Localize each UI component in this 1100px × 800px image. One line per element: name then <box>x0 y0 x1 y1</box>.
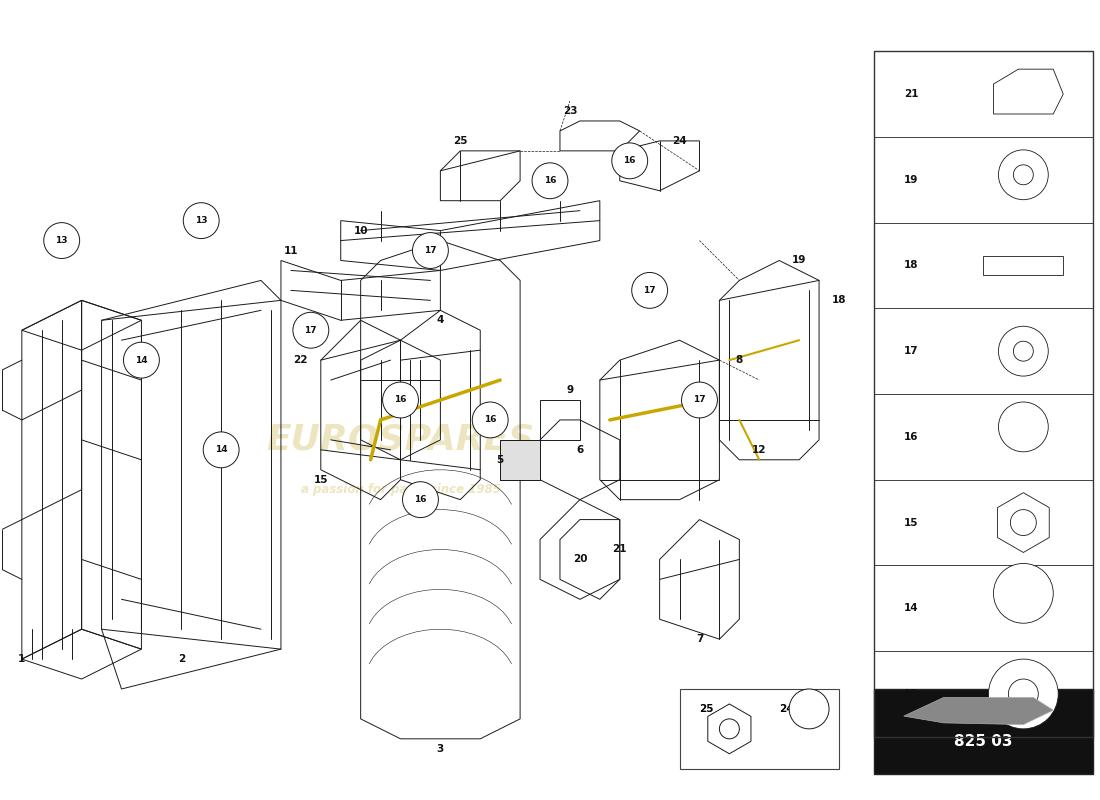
Text: 5: 5 <box>496 454 504 465</box>
Bar <box>873 51 1093 737</box>
Circle shape <box>999 150 1048 200</box>
Circle shape <box>184 202 219 238</box>
Bar <box>873 308 1093 394</box>
Text: 18: 18 <box>904 261 918 270</box>
Circle shape <box>1013 165 1033 185</box>
Text: EUROSPARES: EUROSPARES <box>266 423 535 457</box>
Text: 7: 7 <box>696 634 703 644</box>
Text: 16: 16 <box>394 395 407 405</box>
Text: 6: 6 <box>576 445 583 455</box>
Text: 16: 16 <box>543 176 557 186</box>
Bar <box>873 480 1093 566</box>
Circle shape <box>789 689 829 729</box>
Text: 4: 4 <box>437 315 444 326</box>
Bar <box>873 566 1093 651</box>
Text: 24: 24 <box>779 704 794 714</box>
Bar <box>873 222 1093 308</box>
Text: 14: 14 <box>214 446 228 454</box>
Circle shape <box>612 143 648 178</box>
Text: 9: 9 <box>566 385 573 395</box>
Circle shape <box>383 382 418 418</box>
Text: 1: 1 <box>19 654 25 664</box>
Circle shape <box>123 342 160 378</box>
Circle shape <box>993 563 1053 623</box>
Text: 17: 17 <box>693 395 706 405</box>
Text: 18: 18 <box>832 295 846 306</box>
Text: 12: 12 <box>752 445 767 455</box>
Text: 25: 25 <box>700 704 714 714</box>
Circle shape <box>472 402 508 438</box>
Text: 20: 20 <box>573 554 587 565</box>
Text: 16: 16 <box>484 415 496 425</box>
Text: 17: 17 <box>644 286 656 295</box>
Text: 15: 15 <box>314 474 328 485</box>
Circle shape <box>403 482 439 518</box>
Text: 25: 25 <box>453 136 468 146</box>
Text: 3: 3 <box>437 744 444 754</box>
Bar <box>873 137 1093 222</box>
Bar <box>873 651 1093 737</box>
Bar <box>873 51 1093 137</box>
Text: 14: 14 <box>135 356 147 365</box>
Text: 10: 10 <box>353 226 367 235</box>
Text: 19: 19 <box>792 255 806 266</box>
Text: 21: 21 <box>613 545 627 554</box>
Text: 17: 17 <box>904 346 918 356</box>
Text: 16: 16 <box>415 495 427 504</box>
Circle shape <box>412 233 449 269</box>
Circle shape <box>999 326 1048 376</box>
Text: 11: 11 <box>284 246 298 255</box>
Circle shape <box>1013 342 1033 361</box>
Text: 14: 14 <box>904 603 918 614</box>
Circle shape <box>532 163 568 198</box>
Text: 22: 22 <box>294 355 308 365</box>
Text: 17: 17 <box>425 246 437 255</box>
Text: 13: 13 <box>904 689 918 699</box>
Circle shape <box>682 382 717 418</box>
Text: 15: 15 <box>904 518 918 527</box>
Bar <box>680 689 839 769</box>
Circle shape <box>631 273 668 308</box>
Text: 23: 23 <box>563 106 578 116</box>
Bar <box>873 689 1093 774</box>
Circle shape <box>989 659 1058 729</box>
Polygon shape <box>500 440 540 480</box>
Text: 8: 8 <box>736 355 743 365</box>
Text: 16: 16 <box>624 156 636 166</box>
Bar <box>873 394 1093 480</box>
Circle shape <box>293 312 329 348</box>
Circle shape <box>44 222 79 258</box>
Text: 16: 16 <box>904 432 918 442</box>
Circle shape <box>999 402 1048 452</box>
Text: 21: 21 <box>904 89 918 99</box>
Text: 17: 17 <box>305 326 317 334</box>
Circle shape <box>719 719 739 739</box>
Text: 24: 24 <box>672 136 686 146</box>
Text: 13: 13 <box>195 216 208 225</box>
Circle shape <box>204 432 239 468</box>
Circle shape <box>1011 510 1036 535</box>
Polygon shape <box>904 698 1053 725</box>
Circle shape <box>1009 679 1038 709</box>
Text: 13: 13 <box>55 236 68 245</box>
Text: 825 03: 825 03 <box>954 734 1013 749</box>
Text: 19: 19 <box>904 174 918 185</box>
Text: a passion for parts since 1985: a passion for parts since 1985 <box>300 483 500 496</box>
Text: 2: 2 <box>178 654 185 664</box>
